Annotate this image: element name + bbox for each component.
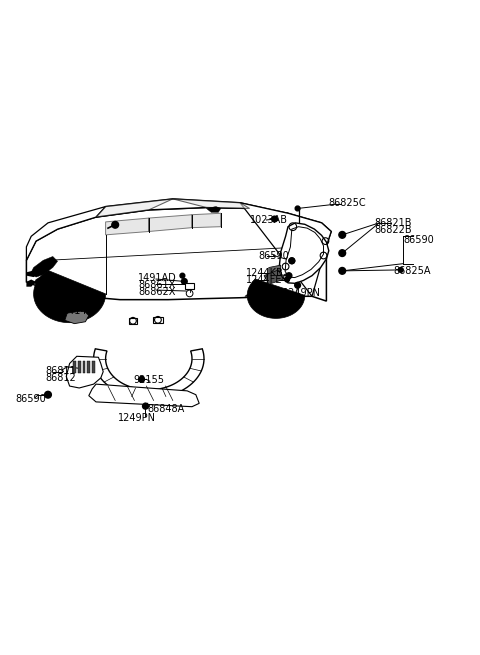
Polygon shape bbox=[87, 361, 90, 373]
Text: 86822B: 86822B bbox=[374, 225, 412, 235]
Polygon shape bbox=[83, 361, 85, 373]
Polygon shape bbox=[31, 257, 58, 277]
Circle shape bbox=[272, 216, 277, 222]
Text: 1491AD: 1491AD bbox=[138, 273, 177, 283]
Polygon shape bbox=[206, 206, 221, 212]
Text: 1023AB: 1023AB bbox=[250, 215, 288, 225]
Text: 86825C: 86825C bbox=[329, 198, 366, 208]
Polygon shape bbox=[129, 318, 137, 324]
Circle shape bbox=[295, 282, 300, 288]
Text: 86861X: 86861X bbox=[138, 280, 176, 290]
Circle shape bbox=[339, 231, 346, 238]
Polygon shape bbox=[26, 208, 331, 301]
Circle shape bbox=[339, 267, 346, 274]
Polygon shape bbox=[279, 223, 329, 284]
Polygon shape bbox=[245, 288, 278, 298]
Polygon shape bbox=[192, 214, 221, 228]
Text: 86590: 86590 bbox=[258, 252, 289, 261]
Polygon shape bbox=[96, 199, 173, 217]
Circle shape bbox=[181, 278, 187, 284]
Text: 92155: 92155 bbox=[133, 375, 165, 385]
Polygon shape bbox=[240, 202, 331, 296]
Circle shape bbox=[339, 250, 346, 257]
Polygon shape bbox=[106, 218, 149, 235]
Polygon shape bbox=[66, 356, 103, 388]
Text: 84147: 84147 bbox=[62, 306, 93, 316]
Polygon shape bbox=[26, 280, 36, 287]
Polygon shape bbox=[89, 384, 199, 407]
Polygon shape bbox=[153, 317, 163, 323]
Circle shape bbox=[143, 403, 148, 409]
Polygon shape bbox=[78, 361, 81, 373]
Text: 1249PN: 1249PN bbox=[118, 413, 156, 422]
Circle shape bbox=[289, 258, 295, 264]
Text: 1249PN: 1249PN bbox=[283, 288, 321, 298]
Text: 86811: 86811 bbox=[46, 365, 76, 376]
Polygon shape bbox=[65, 310, 89, 324]
Circle shape bbox=[295, 206, 300, 211]
Polygon shape bbox=[73, 361, 76, 373]
Polygon shape bbox=[173, 199, 250, 208]
Circle shape bbox=[289, 258, 295, 264]
Circle shape bbox=[398, 267, 403, 272]
Polygon shape bbox=[96, 199, 288, 217]
Text: 86825A: 86825A bbox=[394, 266, 431, 276]
Text: 86590: 86590 bbox=[403, 235, 434, 245]
Polygon shape bbox=[247, 279, 305, 318]
Polygon shape bbox=[34, 274, 50, 286]
Text: 1244FE: 1244FE bbox=[246, 276, 283, 286]
Circle shape bbox=[285, 277, 289, 282]
Bar bbox=[185, 283, 194, 289]
Polygon shape bbox=[264, 270, 283, 284]
Polygon shape bbox=[34, 271, 106, 323]
Polygon shape bbox=[285, 227, 324, 278]
Polygon shape bbox=[149, 215, 192, 231]
Circle shape bbox=[286, 272, 292, 278]
Circle shape bbox=[82, 305, 86, 310]
Text: 86590: 86590 bbox=[15, 394, 46, 403]
Text: 86821B: 86821B bbox=[374, 218, 412, 228]
Circle shape bbox=[112, 221, 119, 228]
Text: 86848A: 86848A bbox=[147, 404, 184, 414]
Text: 86862X: 86862X bbox=[138, 288, 176, 297]
Polygon shape bbox=[92, 361, 95, 373]
Polygon shape bbox=[94, 349, 204, 398]
Circle shape bbox=[139, 377, 144, 383]
Circle shape bbox=[45, 391, 51, 398]
Text: 1244KB: 1244KB bbox=[246, 269, 284, 278]
Polygon shape bbox=[26, 206, 106, 260]
Text: 86812: 86812 bbox=[46, 373, 76, 383]
Polygon shape bbox=[269, 265, 281, 282]
Polygon shape bbox=[26, 270, 41, 277]
Circle shape bbox=[180, 273, 185, 278]
